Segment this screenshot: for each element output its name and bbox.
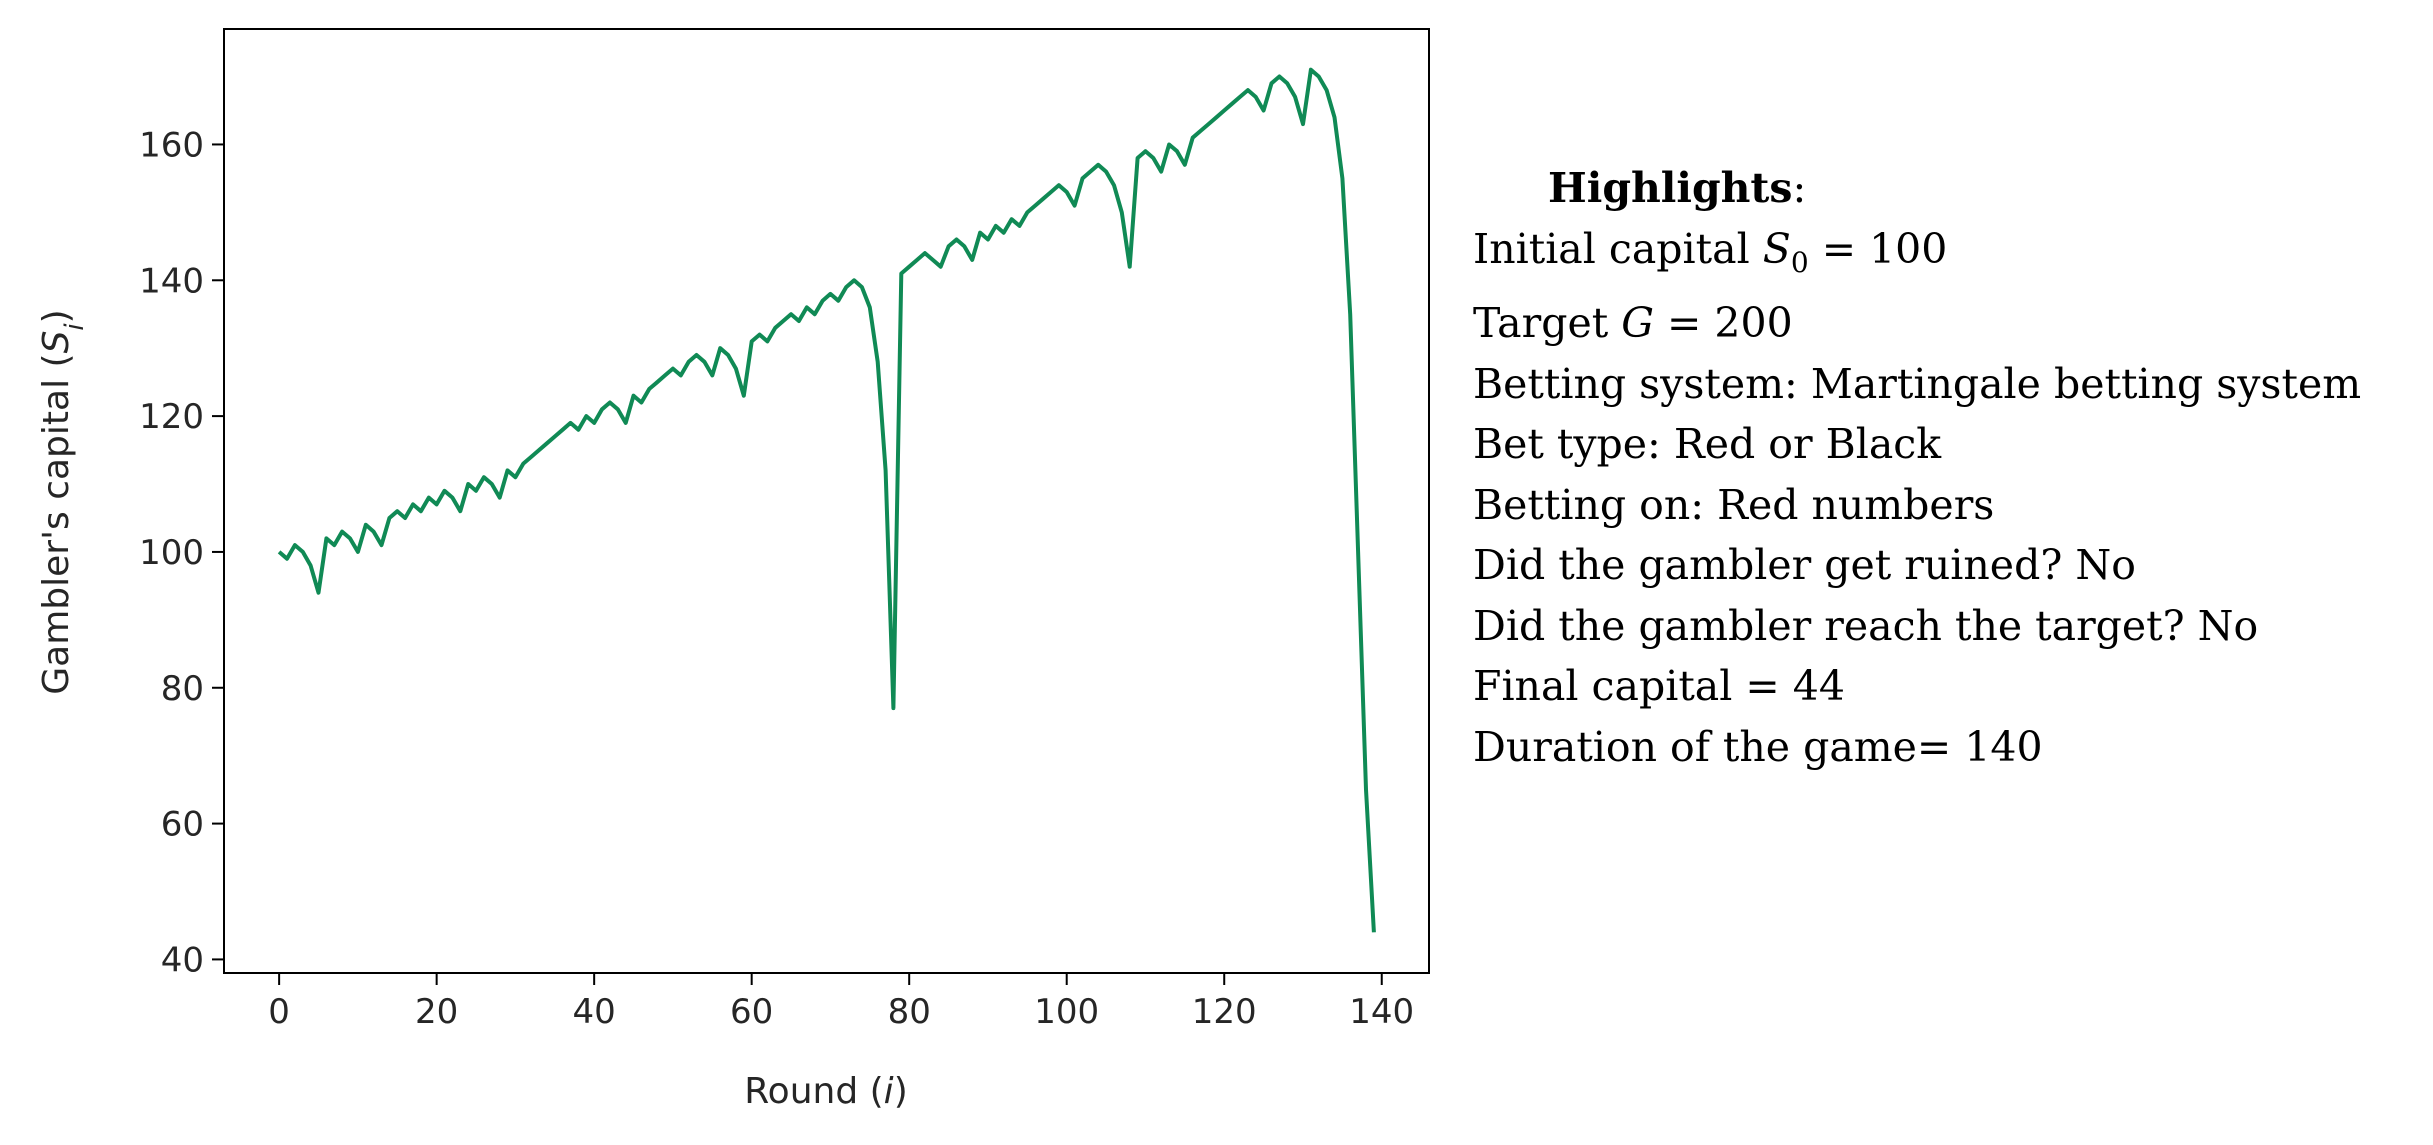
x-tick-label: 0: [268, 992, 290, 1032]
y-tick-label: 120: [139, 397, 204, 437]
bet-type-line: Bet type: Red or Black: [1473, 420, 1942, 469]
x-tick-label: 20: [415, 992, 458, 1032]
plot-area-frame: [223, 28, 1430, 974]
x-axis: 0 20 40 60 80 100 120 140: [268, 973, 1414, 1032]
capital-chart: 0 20 40 60 80 100 120 140 40 60 80 100 120 140 160 Ro…: [36, 28, 1430, 1112]
y-axis-title: Gambler's capital (Si): [36, 309, 90, 694]
x-tick-label: 40: [573, 992, 616, 1032]
initial-capital-line: Initial capital S0 = 100: [1473, 224, 1948, 279]
x-tick-label: 140: [1349, 992, 1414, 1032]
ruined-line: Did the gambler get ruined? No: [1473, 541, 2136, 590]
highlights-title: Highlights:: [1548, 164, 1807, 212]
target-line: Target G = 200: [1473, 299, 1793, 348]
x-tick-label: 80: [888, 992, 931, 1032]
reached-target-line: Did the gambler reach the target? No: [1473, 601, 2259, 650]
x-tick-label: 60: [730, 992, 773, 1032]
y-tick-label: 80: [161, 669, 204, 709]
y-tick-label: 60: [161, 805, 204, 845]
y-axis: 40 60 80 100 120 140 160: [139, 125, 224, 980]
capital-line-series: [277, 67, 1376, 933]
highlights-panel: Highlights: Initial capital S0 = 100 Tar…: [1473, 158, 2361, 777]
y-tick-label: 40: [161, 940, 204, 980]
x-tick-label: 120: [1192, 992, 1257, 1032]
duration-line: Duration of the game= 140: [1473, 722, 2043, 771]
y-tick-label: 160: [139, 125, 204, 165]
betting-system-line: Betting system: Martingale betting syste…: [1473, 359, 2362, 408]
x-tick-label: 100: [1034, 992, 1099, 1032]
final-capital-line: Final capital = 44: [1473, 662, 1845, 711]
betting-on-line: Betting on: Red numbers: [1473, 480, 1995, 529]
y-tick-label: 100: [139, 533, 204, 573]
x-axis-title: Round (i): [744, 1071, 907, 1112]
y-tick-label: 140: [139, 261, 204, 301]
